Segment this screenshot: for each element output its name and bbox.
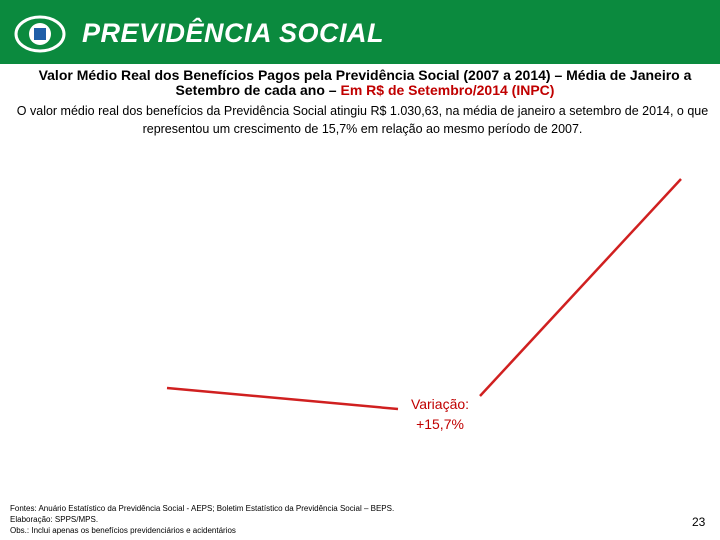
slide-title: Valor Médio Real dos Benefícios Pagos pe… bbox=[20, 68, 710, 98]
title-highlight: Em R$ de Setembro/2014 (INPC) bbox=[340, 82, 555, 98]
footer-line: Elaboração: SPPS/MPS. bbox=[10, 515, 99, 524]
annotation-label: Variação: bbox=[410, 396, 470, 412]
title-text: Valor Médio Real dos Benefícios Pagos pe… bbox=[38, 67, 692, 98]
logo bbox=[14, 15, 66, 53]
footer: Fontes: Anuário Estatístico da Previdênc… bbox=[10, 503, 394, 536]
footer-line: Fontes: Anuário Estatístico da Previdênc… bbox=[10, 504, 395, 513]
annotation-value: +15,7% bbox=[416, 416, 464, 432]
summary: O valor médio real dos benefícios da Pre… bbox=[16, 104, 709, 136]
page-number: 23 bbox=[692, 515, 706, 529]
annotation: Variação: +15,7% bbox=[395, 394, 485, 434]
brand-title: PREVIDÊNCIA SOCIAL bbox=[82, 18, 385, 48]
header-bar bbox=[0, 0, 720, 64]
footer-line: Obs.: Inclui apenas os benefícios previd… bbox=[10, 526, 236, 535]
